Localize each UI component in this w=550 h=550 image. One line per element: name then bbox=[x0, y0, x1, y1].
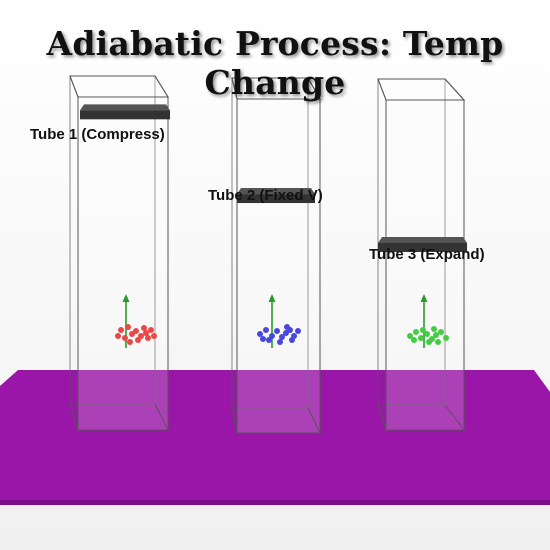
platform-top bbox=[0, 370, 550, 500]
gas-particle bbox=[145, 335, 151, 341]
gas-particle bbox=[420, 327, 426, 333]
tube-edge bbox=[444, 78, 465, 101]
gas-particle bbox=[115, 333, 121, 339]
tube-front-face bbox=[77, 96, 169, 431]
gas-particle bbox=[125, 324, 131, 330]
tube-edge bbox=[377, 404, 387, 431]
gas-particle bbox=[438, 329, 444, 335]
gas-particle bbox=[431, 326, 437, 332]
gas-particle bbox=[443, 335, 449, 341]
piston bbox=[237, 194, 315, 204]
tube-3 bbox=[377, 78, 467, 431]
gas-particle bbox=[141, 325, 147, 331]
tube-edge bbox=[154, 403, 169, 431]
gas-particle bbox=[279, 334, 285, 340]
tube-edge bbox=[69, 75, 79, 98]
gas-particle bbox=[418, 335, 424, 341]
tube-edge bbox=[69, 403, 79, 431]
gas-particle bbox=[260, 336, 266, 342]
gas-particle bbox=[122, 335, 128, 341]
gas-particle bbox=[257, 331, 263, 337]
tube-front-face bbox=[236, 98, 321, 434]
gas-particle bbox=[424, 331, 430, 337]
tube-front-face bbox=[385, 99, 465, 431]
piston-top bbox=[237, 188, 315, 195]
tube-3-label: Tube 3 (Expand) bbox=[369, 246, 485, 263]
piston bbox=[80, 110, 170, 120]
gas-particle bbox=[411, 337, 417, 343]
gas-particle bbox=[133, 328, 139, 334]
tube-edge bbox=[444, 404, 465, 431]
tube-2-label: Tube 2 (Fixed V) bbox=[208, 187, 323, 204]
gas-particle bbox=[433, 332, 439, 338]
tube-edge bbox=[377, 78, 387, 101]
piston-top bbox=[378, 236, 467, 243]
tube-edge bbox=[154, 75, 169, 98]
platform-front-edge bbox=[0, 500, 550, 505]
gas-particle bbox=[274, 328, 280, 334]
gas-particle bbox=[118, 327, 124, 333]
gas-particle bbox=[277, 339, 283, 345]
axis-arrow-head bbox=[420, 294, 428, 302]
tube-back-edges bbox=[231, 78, 309, 409]
tube-edge bbox=[307, 77, 321, 100]
piston bbox=[378, 242, 467, 252]
gas-particle bbox=[266, 337, 272, 343]
tube-1 bbox=[69, 75, 170, 431]
gas-particle bbox=[151, 333, 157, 339]
gas-particle bbox=[435, 339, 441, 345]
axis-arrow-head bbox=[268, 294, 276, 302]
axis-arrow-head bbox=[122, 294, 130, 302]
tubes-layer bbox=[69, 75, 467, 434]
gas-particle bbox=[407, 333, 413, 339]
tube-1-label: Tube 1 (Compress) bbox=[30, 126, 165, 143]
gas-particle bbox=[284, 324, 290, 330]
gas-particle bbox=[426, 339, 432, 345]
gas-particle bbox=[289, 337, 295, 343]
gas-particle bbox=[263, 327, 269, 333]
gas-particle bbox=[295, 328, 301, 334]
gas-particle bbox=[127, 339, 133, 345]
gas-particle bbox=[413, 329, 419, 335]
gas-particle bbox=[135, 337, 141, 343]
tube-back-edges bbox=[69, 76, 156, 405]
tube-2 bbox=[231, 77, 321, 434]
gas-particle bbox=[148, 327, 154, 333]
gas-particle bbox=[143, 330, 149, 336]
tube-edge bbox=[231, 77, 238, 100]
tube-edge bbox=[231, 407, 238, 434]
piston-top bbox=[80, 104, 170, 111]
page-title: Adiabatic Process: Temp Change bbox=[46, 24, 504, 102]
tube-edge bbox=[307, 407, 321, 434]
